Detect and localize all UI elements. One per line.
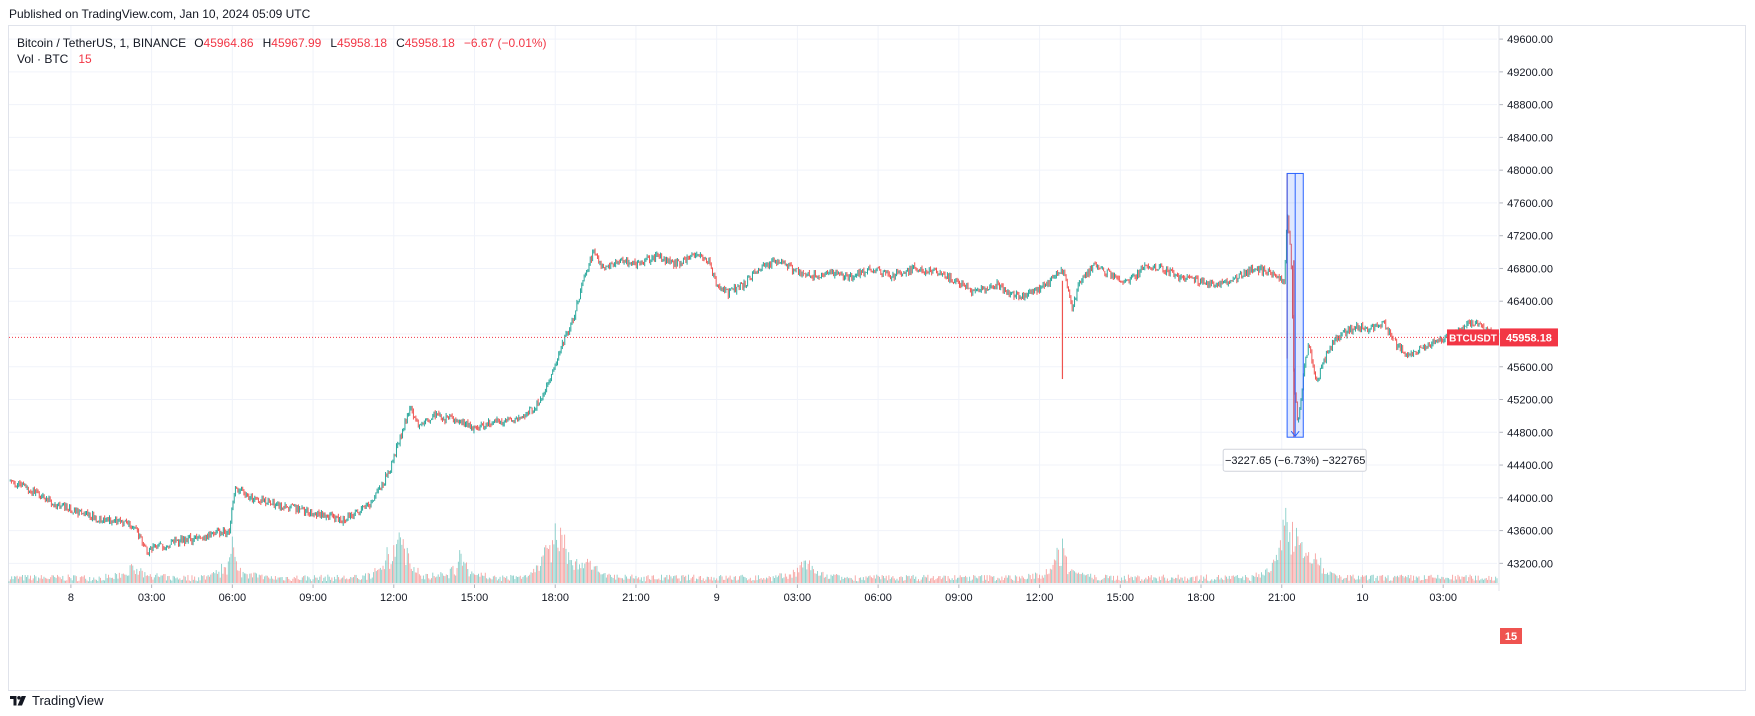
measure-label: −3227.65 (−6.73%) −322765 [1225,455,1365,467]
x-axis-tick-label: 03:00 [138,592,166,604]
x-axis-tick-label: 21:00 [1268,592,1296,604]
symbol-tag-label: BTCUSDT [1449,333,1497,344]
legend-close-label: C [396,36,405,50]
brand-name: TradingView [32,693,104,708]
legend-symbol[interactable]: Bitcoin / TetherUS, 1, BINANCE [17,36,187,50]
y-axis-tick-label: 47200.00 [1507,231,1553,243]
last-price-tag-label: 45958.18 [1506,332,1552,344]
x-axis-tick-label: 18:00 [1187,592,1215,604]
x-axis-tick-label: 18:00 [541,592,569,604]
x-axis-tick-label: 06:00 [864,592,892,604]
volume-tag-box [1500,628,1522,644]
tradingview-logo-icon [10,695,26,705]
y-axis-tick-label: 44000.00 [1507,493,1553,505]
legend-close-value: 45958.18 [404,36,455,50]
legend-low-label: L [330,36,338,50]
x-axis-tick-label: 03:00 [1429,592,1457,604]
symbol-tag-box [1447,329,1499,346]
x-axis-tick-label: 10 [1356,592,1368,604]
legend-low-value: 45958.18 [337,36,388,50]
y-axis-tick-label: 49200.00 [1507,67,1553,79]
legend-high-value: 45967.99 [271,36,322,50]
measure-label-box [1222,448,1367,472]
y-axis-tick-label: 48400.00 [1507,132,1553,144]
x-axis-tick-label: 8 [68,592,74,604]
x-axis-tick-label: 03:00 [784,592,812,604]
legend-high-label: H [262,36,272,50]
y-axis-tick-label: 44800.00 [1507,427,1553,439]
legend-change: −6.67 (−0.01%) [463,36,547,50]
legend-volume-value: 15 [78,52,92,66]
published-caption: Published on TradingView.com, Jan 10, 20… [9,7,311,21]
y-axis-tick-label: 45200.00 [1507,395,1553,407]
tradingview-brand[interactable]: TradingView [10,693,104,708]
x-axis-tick-label: 09:00 [299,592,327,604]
y-axis-tick-label: 44400.00 [1507,460,1553,472]
y-axis-tick-label: 48000.00 [1507,165,1553,177]
x-axis-tick-label: 12:00 [380,592,408,604]
y-axis-tick-label: 43600.00 [1507,526,1553,538]
y-axis-tick-label: 43200.00 [1507,558,1553,570]
legend-volume-label[interactable]: Vol · BTC [17,52,69,66]
legend-volume-row: Vol · BTC 15 [17,51,547,67]
chart-legend: Bitcoin / TetherUS, 1, BINANCE O45964.86… [17,35,547,67]
y-axis-tick-label: 48800.00 [1507,100,1553,112]
x-axis-tick-label: 21:00 [622,592,650,604]
x-axis-tick-label: 06:00 [219,592,247,604]
y-axis-tick-label: 47600.00 [1507,198,1553,210]
x-axis-tick-label: 09:00 [945,592,973,604]
y-axis-tick-label: 46400.00 [1507,296,1553,308]
legend-ohlc-row: Bitcoin / TetherUS, 1, BINANCE O45964.86… [17,35,547,51]
legend-open-value: 45964.86 [203,36,254,50]
y-axis-tick-label: 46800.00 [1507,263,1553,275]
x-axis-tick-label: 15:00 [1107,592,1135,604]
volume-tag-label: 15 [1505,631,1517,643]
legend-open-label: O [194,36,204,50]
x-axis-tick-label: 12:00 [1026,592,1054,604]
y-axis-tick-label: 45600.00 [1507,362,1553,374]
measure-arrow-head [1290,430,1300,437]
chart-frame [8,25,1746,691]
x-axis-tick-label: 15:00 [461,592,489,604]
last-price-tag-box[interactable] [1500,328,1558,347]
y-axis-tick-label: 49600.00 [1507,34,1553,46]
x-axis-tick-label: 9 [714,592,720,604]
